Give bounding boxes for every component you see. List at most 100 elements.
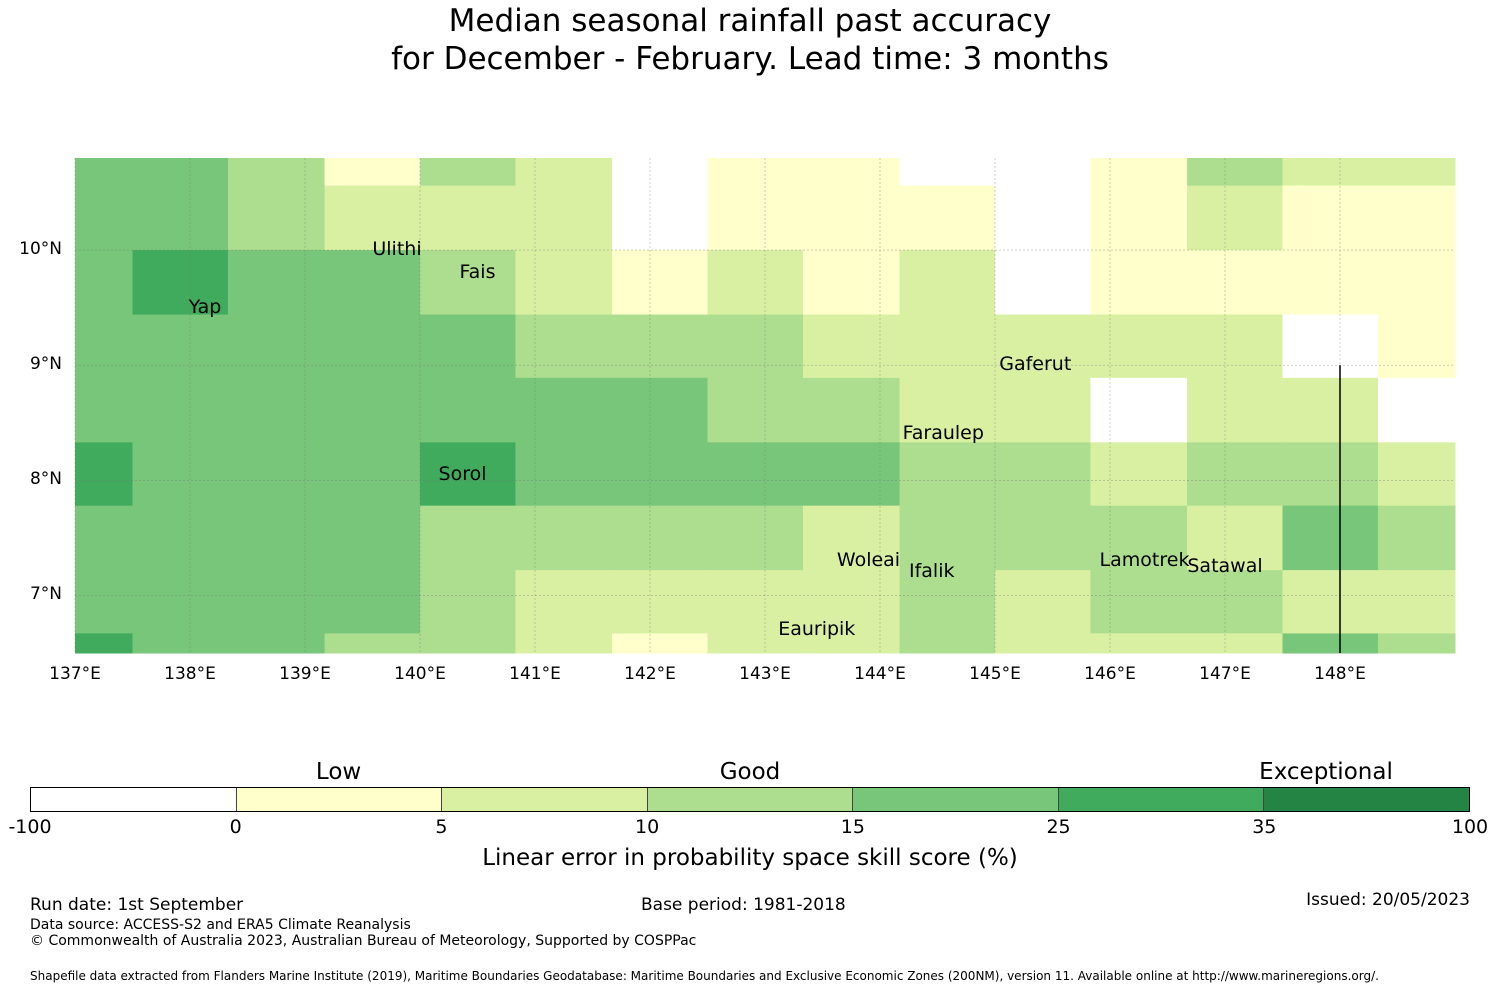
grid-cell (802, 633, 901, 654)
grid-cell (227, 442, 326, 507)
grid-cell (75, 377, 133, 443)
grid-cell (515, 442, 613, 507)
grid-cell (612, 250, 708, 316)
grid-cell (802, 377, 901, 443)
colorbar (30, 787, 1470, 812)
longitude-tick-label: 138°E (164, 664, 216, 684)
grid-cell (1377, 314, 1456, 379)
grid-cell (612, 158, 708, 187)
colorbar-tick-label: 100 (1451, 816, 1489, 838)
grid-cell (995, 442, 1091, 507)
grid-cell (1377, 185, 1456, 251)
grid-cell (227, 570, 326, 634)
colorbar-category-label: Exceptional (1259, 759, 1393, 785)
colorbar-tick-label: 25 (1046, 816, 1071, 838)
colorbar-segment (647, 788, 854, 811)
grid-cell (995, 250, 1091, 316)
grid-cell (324, 377, 421, 443)
grid-cell (707, 377, 804, 443)
place-label: Gaferut (999, 353, 1072, 376)
grid-cell (612, 442, 708, 507)
run-date: Run date: 1st September (30, 895, 244, 915)
grid-cell (75, 442, 133, 507)
colorbar-category-label: Good (719, 759, 781, 785)
grid-cell (420, 158, 516, 187)
grid-cell (802, 505, 901, 571)
grid-cell (1377, 570, 1456, 634)
grid-cell (995, 185, 1091, 251)
grid-cell (420, 314, 516, 379)
grid-cell (802, 250, 901, 316)
grid-cell (1187, 158, 1283, 187)
grid-cell (515, 250, 613, 316)
latitude-tick-label: 10°N (19, 239, 62, 260)
grid-cell (324, 158, 421, 187)
colorbar-segment (1058, 788, 1265, 811)
grid-cell (1282, 505, 1379, 571)
grid-cell (899, 250, 996, 316)
grid-cell (75, 250, 133, 316)
grid-cell (227, 314, 326, 379)
grid-cell (324, 250, 421, 316)
longitude-tick-label: 139°E (279, 664, 331, 684)
grid-cell (1187, 314, 1283, 379)
grid-cell (1282, 377, 1379, 443)
colorbar-segment (236, 788, 443, 811)
grid-cell (1282, 158, 1379, 187)
longitude-tick-label: 144°E (854, 664, 906, 684)
grid-cell (420, 505, 516, 571)
grid-cell (802, 442, 901, 507)
grid-cell (1090, 250, 1188, 316)
grid-cell (707, 314, 804, 379)
colorbar-tick-label: 0 (229, 816, 242, 838)
grid-cell (132, 250, 229, 316)
grid-cell (707, 505, 804, 571)
longitude-tick-label: 143°E (739, 664, 791, 684)
grid-cell (899, 377, 996, 443)
grid-cell (995, 158, 1091, 187)
grid-cell (899, 314, 996, 379)
grid-cell (707, 250, 804, 316)
grid-cell (324, 633, 421, 654)
grid-cell (1377, 250, 1456, 316)
grid-cell (1090, 633, 1188, 654)
grid-cell (995, 314, 1091, 379)
grid-cell (1377, 442, 1456, 507)
grid-cell (1090, 185, 1188, 251)
grid-cell (132, 570, 229, 634)
place-label: Fais (459, 261, 496, 284)
longitude-tick-label: 145°E (969, 664, 1021, 684)
grid-cell (515, 505, 613, 571)
base-period: Base period: 1981-2018 (641, 895, 846, 915)
place-label: Eauripik (778, 617, 856, 640)
grid-cell (899, 185, 996, 251)
grid-cell (227, 505, 326, 571)
grid-cell (227, 185, 326, 251)
grid-cell (75, 505, 133, 571)
grid-cell (1187, 570, 1283, 634)
grid-cell (420, 442, 516, 507)
skill-map (74, 158, 1456, 654)
grid-cell (324, 185, 421, 251)
grid-cell (1282, 633, 1379, 654)
grid-cell (802, 158, 901, 187)
grid-cell (515, 570, 613, 634)
data-source: Data source: ACCESS-S2 and ERA5 Climate … (30, 917, 411, 933)
grid-cell (75, 158, 133, 187)
grid-cell (802, 185, 901, 251)
place-label: Lamotrek (1099, 548, 1190, 571)
colorbar-segment (442, 788, 648, 811)
longitude-tick-label: 140°E (394, 664, 446, 684)
grid-cell (1282, 314, 1379, 379)
grid-cell (1187, 442, 1283, 507)
grid-cell (1187, 505, 1283, 571)
grid-cell (324, 442, 421, 507)
grid-cell (1282, 250, 1379, 316)
grid-cell (899, 633, 996, 654)
issued-date: Issued: 20/05/2023 (1306, 890, 1470, 910)
colorbar-tick-label: -100 (8, 816, 52, 838)
grid-cell (1090, 570, 1188, 634)
grid-cell (324, 570, 421, 634)
grid-cell (420, 250, 516, 316)
grid-cell (707, 158, 804, 187)
